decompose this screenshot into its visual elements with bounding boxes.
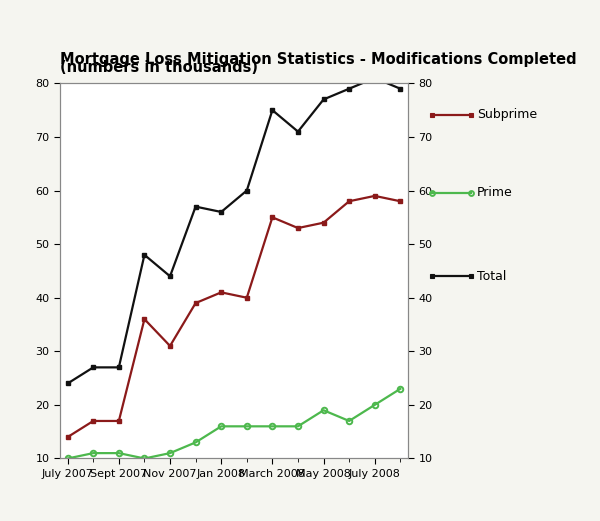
Text: Prime: Prime (477, 187, 513, 199)
Text: Mortgage Loss Mitigation Statistics - Modifications Completed: Mortgage Loss Mitigation Statistics - Mo… (60, 52, 577, 67)
Text: (numbers in thousands): (numbers in thousands) (60, 60, 258, 75)
Text: Subprime: Subprime (477, 108, 537, 121)
Text: Total: Total (477, 270, 506, 282)
